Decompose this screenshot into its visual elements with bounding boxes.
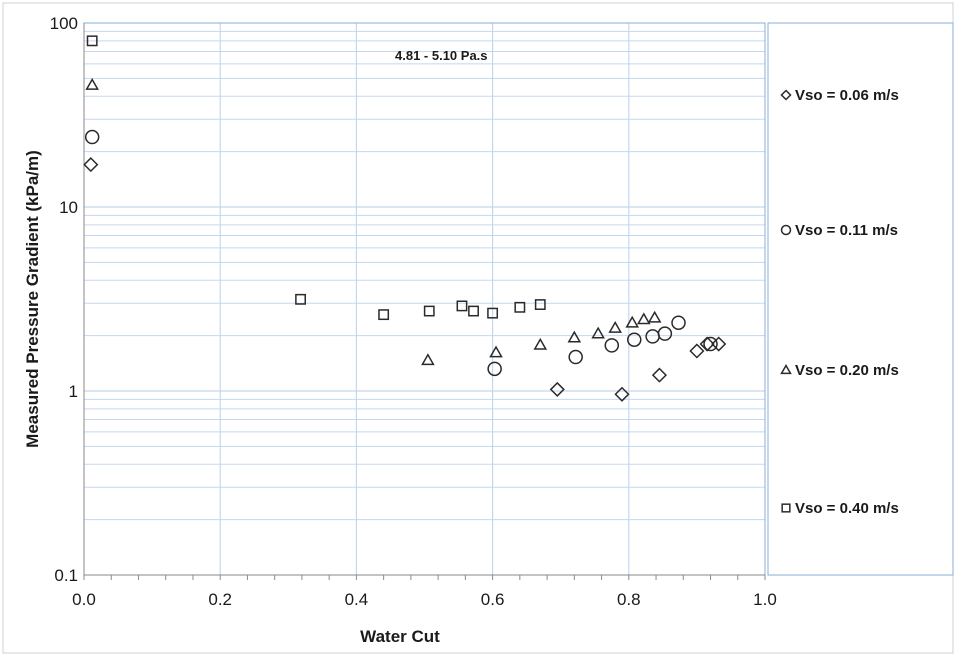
- plot-annotation: 4.81 - 5.10 Pa.s: [395, 48, 488, 63]
- legend: Vso = 0.06 m/s Vso = 0.11 m/s Vso = 0.20 m…: [780, 87, 899, 517]
- legend-marker-square: [781, 503, 791, 513]
- data-point-circle: [671, 315, 686, 330]
- data-point-circle: [657, 326, 673, 341]
- data-point-circle: [568, 349, 583, 365]
- data-point-square: [86, 35, 98, 47]
- legend-marker-circle: [780, 224, 792, 236]
- data-point-square: [295, 293, 306, 305]
- data-point-diamond: [614, 386, 630, 402]
- data-point-square: [514, 301, 526, 313]
- gridlines: [84, 23, 765, 575]
- data-point-triangle: [567, 330, 582, 343]
- legend-label: Vso = 0.06 m/s: [795, 87, 899, 104]
- data-point-diamond: [689, 343, 705, 359]
- data-point-diamond: [699, 336, 715, 352]
- data-point-diamond: [83, 157, 99, 173]
- data-point-triangle: [85, 78, 99, 90]
- data-point-triangle: [608, 320, 622, 333]
- data-point-square: [534, 299, 546, 310]
- data-point-circle: [626, 332, 642, 347]
- data-point-triangle: [421, 353, 435, 366]
- data-point-square: [456, 300, 468, 312]
- data-point-square: [468, 305, 479, 317]
- data-point-circle: [487, 361, 502, 377]
- data-point-circle: [604, 338, 620, 353]
- tick-labels: 0.0 0.2 0.4 0.6 0.8 1.0 0.1 1 10 100: [50, 14, 777, 609]
- data-points: [83, 35, 727, 402]
- data-point-triangle: [591, 326, 605, 339]
- x-tick-label: 0.6: [481, 590, 505, 609]
- legend-label: Vso = 0.20 m/s: [795, 362, 899, 379]
- data-point-triangle: [636, 312, 651, 325]
- data-point-circle: [84, 129, 100, 145]
- data-point-triangle: [647, 310, 662, 323]
- y-tick-label: 0.1: [54, 566, 78, 585]
- x-tick-label: 0.2: [208, 590, 232, 609]
- legend-label: Vso = 0.40 m/s: [795, 500, 899, 517]
- data-point-diamond: [651, 367, 668, 383]
- legend-label: Vso = 0.11 m/s: [795, 222, 898, 239]
- data-point-triangle: [533, 337, 548, 350]
- x-axis-title: Water Cut: [360, 627, 440, 646]
- x-tick-label: 0.0: [72, 590, 96, 609]
- data-point-diamond: [711, 336, 727, 352]
- legend-box: [767, 22, 954, 576]
- legend-marker-diamond: [780, 89, 792, 101]
- data-point-triangle: [489, 345, 503, 358]
- x-tick-label: 1.0: [753, 590, 777, 609]
- x-tick-label: 0.4: [345, 590, 369, 609]
- legend-marker-triangle: [780, 363, 792, 375]
- data-point-triangle: [625, 315, 639, 328]
- x-tick-label: 0.8: [617, 590, 641, 609]
- y-tick-label: 1: [69, 382, 78, 401]
- data-point-square: [423, 305, 435, 317]
- data-point-diamond: [549, 381, 565, 397]
- y-tick-label: 100: [50, 14, 78, 33]
- y-axis-title: Measured Pressure Gradient (kPa/m): [23, 150, 42, 448]
- data-point-square: [487, 307, 499, 319]
- data-point-circle: [703, 336, 718, 352]
- data-point-square: [378, 309, 390, 321]
- y-tick-label: 10: [59, 198, 78, 217]
- axes: [83, 23, 766, 580]
